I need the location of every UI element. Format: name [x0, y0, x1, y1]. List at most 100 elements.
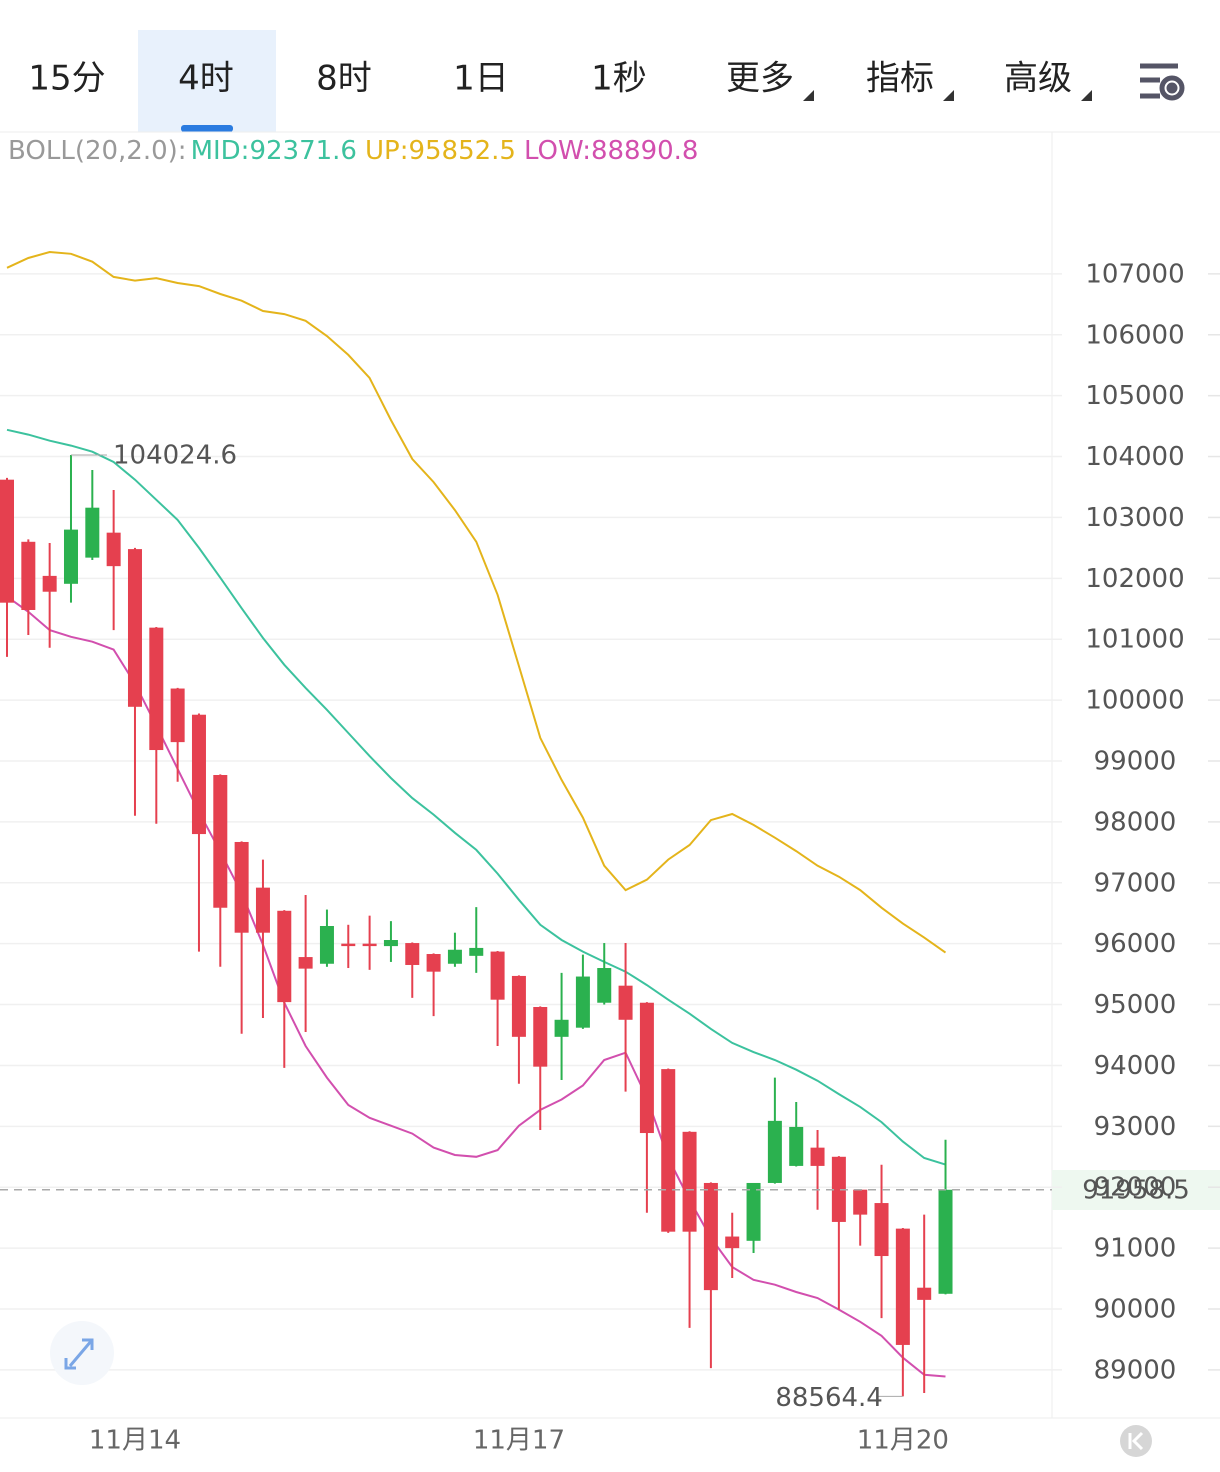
boll-line — [6, 250, 947, 954]
candle-body — [533, 1006, 548, 1067]
candle-body — [895, 1228, 910, 1345]
candle-body — [554, 1019, 569, 1037]
candle-body — [469, 947, 484, 956]
tab[interactable]: 15分 — [28, 59, 105, 99]
y-tick-label: 91000 — [1094, 1234, 1177, 1264]
scroll-end-button[interactable] — [1120, 1425, 1152, 1457]
y-tick-label: 106000 — [1085, 320, 1184, 350]
candle-body — [170, 688, 185, 743]
candle-body — [575, 976, 590, 1028]
candle-body — [853, 1189, 868, 1215]
indicator-label: BOLL(20,2.0): — [8, 136, 187, 166]
boll-line — [6, 428, 946, 1166]
y-tick-label: 101000 — [1085, 625, 1184, 655]
legend-name: UP: — [365, 136, 408, 166]
candle-body — [746, 1182, 761, 1241]
candle-body — [426, 954, 441, 972]
y-tick-label: 94000 — [1094, 1051, 1177, 1081]
x-tick-label: 11月14 — [89, 1426, 181, 1456]
x-tick-label: 11月20 — [857, 1426, 949, 1456]
dropdown-caret — [803, 90, 814, 101]
candle-body — [0, 479, 14, 603]
y-tick-label: 105000 — [1085, 381, 1184, 411]
candle-body — [767, 1120, 782, 1183]
candle-body — [63, 529, 78, 584]
candle-body — [917, 1287, 932, 1300]
candle-body — [383, 940, 398, 947]
candle-body — [341, 943, 356, 947]
candle-body — [234, 841, 249, 933]
y-tick-label: 95000 — [1094, 990, 1177, 1020]
candle-body — [405, 943, 420, 965]
candle-body — [106, 532, 121, 567]
candle-body — [511, 975, 526, 1037]
candle-body — [319, 926, 334, 964]
candle-body — [255, 887, 270, 933]
price-box — [1052, 1170, 1220, 1210]
y-tick-label: 103000 — [1085, 503, 1184, 533]
y-tick-label: 104000 — [1085, 442, 1184, 472]
candle-body — [277, 910, 292, 1003]
candle-body — [874, 1203, 889, 1257]
settings-icon[interactable] — [1140, 63, 1185, 101]
max-label: 104024.6 — [113, 441, 237, 471]
legend-value: 95852.5 — [408, 136, 516, 166]
tab[interactable]: 8时 — [316, 59, 372, 99]
tab[interactable]: 更多 — [726, 59, 794, 99]
expand-button[interactable] — [50, 1321, 114, 1385]
y-tick-label: 97000 — [1094, 868, 1177, 898]
y-tick-label: 96000 — [1094, 929, 1177, 959]
dropdown-caret — [1081, 90, 1092, 101]
y-tick-label: 92000 — [1094, 1173, 1177, 1203]
legend-name: LOW: — [524, 136, 591, 166]
candle-body — [789, 1126, 804, 1166]
candle-body — [639, 1002, 654, 1134]
tab[interactable]: 1秒 — [591, 59, 647, 99]
y-tick-label: 89000 — [1094, 1355, 1177, 1385]
y-tick-label: 107000 — [1085, 259, 1184, 289]
candle-body — [447, 949, 462, 964]
candle-body — [362, 943, 377, 947]
candle-body — [831, 1156, 846, 1222]
legend-name: MID: — [191, 136, 250, 166]
y-tick-label: 90000 — [1094, 1295, 1177, 1325]
candle-body — [85, 507, 100, 558]
plot: 89000 90000 91000 92000 93000 94000 95000 96000… — [0, 250, 1220, 1456]
tab-indicator — [181, 125, 233, 132]
candle-body — [597, 968, 612, 1003]
candle-body — [127, 549, 142, 707]
y-tick-label: 93000 — [1094, 1112, 1177, 1142]
boll-line — [6, 595, 946, 1378]
tab[interactable]: 1日 — [453, 59, 509, 99]
y-tick-label: 98000 — [1094, 807, 1177, 837]
min-label: 88564.4 — [775, 1383, 883, 1413]
candle-body — [682, 1131, 697, 1232]
candle-body — [21, 541, 36, 610]
candle-body — [191, 714, 206, 835]
candle-body — [618, 985, 633, 1020]
toolbar: 15分 4时 8时 1日 1秒 更多 指标 高级 — [28, 59, 1092, 101]
legend-value: 88890.8 — [591, 136, 699, 166]
candle-body — [938, 1189, 953, 1294]
candle-body — [490, 951, 505, 1000]
candle-body — [725, 1236, 740, 1249]
candle-body — [149, 627, 164, 751]
dropdown-caret — [943, 90, 954, 101]
candle-body — [42, 575, 57, 592]
legend-value: 92371.6 — [249, 136, 357, 166]
y-tick-label: 100000 — [1085, 686, 1184, 716]
x-tick-label: 11月17 — [473, 1426, 565, 1456]
candle-body — [810, 1147, 825, 1166]
y-tick-label: 99000 — [1094, 746, 1177, 776]
candle-body — [661, 1069, 676, 1232]
y-tick-label: 102000 — [1085, 564, 1184, 594]
boll-legend: BOLL(20,2.0): MID:92371.6 UP:95852.5 LOW:88… — [8, 136, 698, 166]
tab[interactable]: 4时 — [178, 59, 234, 99]
candle-body — [213, 775, 228, 908]
tab-selected-bg — [138, 30, 276, 132]
candle-body — [298, 957, 313, 969]
tab[interactable]: 指标 — [866, 59, 934, 99]
last-price-label: 91958.5 — [1082, 1175, 1190, 1205]
tab[interactable]: 高级 — [1004, 59, 1072, 99]
